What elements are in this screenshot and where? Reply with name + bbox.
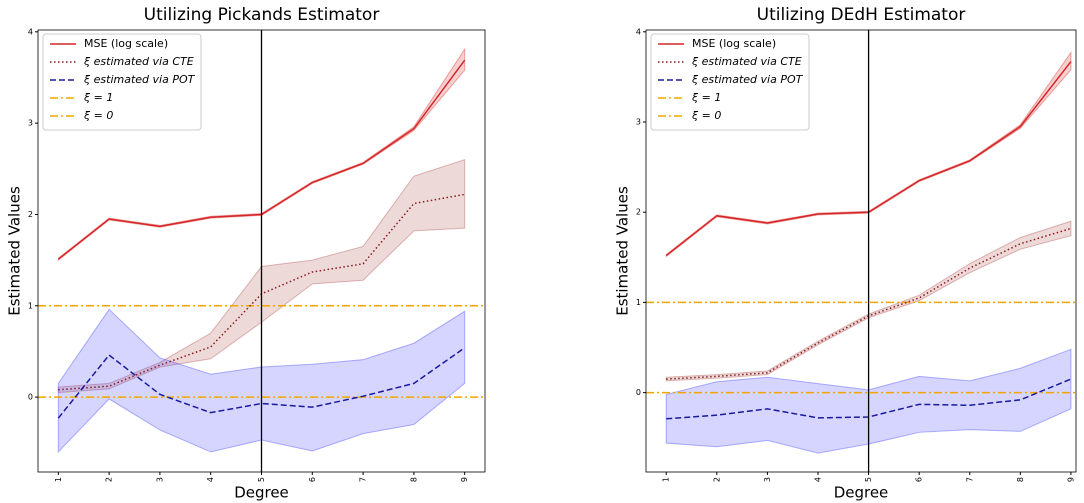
y-tick-label: 4 [28, 27, 33, 36]
x-tick-label: 9 [1066, 477, 1075, 482]
x-tick-label: 5 [257, 477, 266, 482]
y-tick-label: 0 [636, 388, 641, 397]
y-tick-label: 1 [28, 301, 33, 310]
legend-label: ξ = 1 [83, 91, 113, 104]
legend-label: ξ = 0 [83, 109, 113, 122]
y-tick-label: 0 [28, 393, 33, 402]
x-tick-label: 5 [864, 477, 873, 482]
plot-frame [645, 29, 1077, 473]
y-axis-label: Estimated Values [614, 186, 632, 316]
x-tick-label: 1 [662, 477, 671, 482]
legend-label: ξ estimated via CTE [691, 55, 802, 68]
confidence-band [665, 220, 1072, 382]
series-line [57, 347, 466, 419]
x-tick-label: 4 [814, 477, 823, 482]
legend [42, 33, 202, 131]
chart-title: Utilizing Pickands Estimator [144, 5, 380, 25]
x-tick-label: 2 [105, 477, 114, 482]
confidence-band [665, 50, 1072, 258]
legend-label: ξ = 0 [691, 109, 721, 122]
legend-label: MSE (log scale) [692, 37, 776, 50]
x-tick-label: 2 [712, 477, 721, 482]
x-tick-label: 3 [763, 477, 772, 482]
y-tick-label: 2 [28, 210, 33, 219]
x-tick-label: 3 [155, 477, 164, 482]
legend [650, 33, 810, 131]
legend-label: ξ = 1 [691, 91, 721, 104]
x-tick-label: 7 [359, 477, 368, 482]
legend-label: MSE (log scale) [84, 37, 168, 50]
x-tick-label: 7 [965, 477, 974, 482]
legend-label: ξ estimated via CTE [83, 55, 194, 68]
y-tick-label: 2 [636, 208, 641, 217]
x-tick-label: 9 [460, 477, 469, 482]
y-tick-label: 3 [28, 119, 33, 128]
x-tick-label: 8 [1016, 477, 1025, 482]
plot-frame [37, 29, 486, 473]
chart-title: Utilizing DEdH Estimator [757, 5, 966, 25]
confidence-band [57, 47, 466, 262]
y-tick-label: 4 [636, 27, 641, 36]
y-tick-label: 3 [636, 118, 641, 127]
legend-label: ξ estimated via POT [691, 73, 804, 86]
x-axis-label: Degree [234, 484, 289, 502]
x-tick-label: 1 [54, 477, 63, 482]
legend-label: ξ estimated via POT [83, 73, 196, 86]
y-axis-label: Estimated Values [6, 186, 24, 316]
x-tick-label: 8 [409, 477, 418, 482]
x-tick-label: 4 [206, 477, 215, 482]
y-tick-label: 1 [636, 298, 641, 307]
x-axis-label: Degree [834, 484, 889, 502]
x-tick-label: 6 [308, 477, 317, 482]
x-tick-label: 6 [915, 477, 924, 482]
